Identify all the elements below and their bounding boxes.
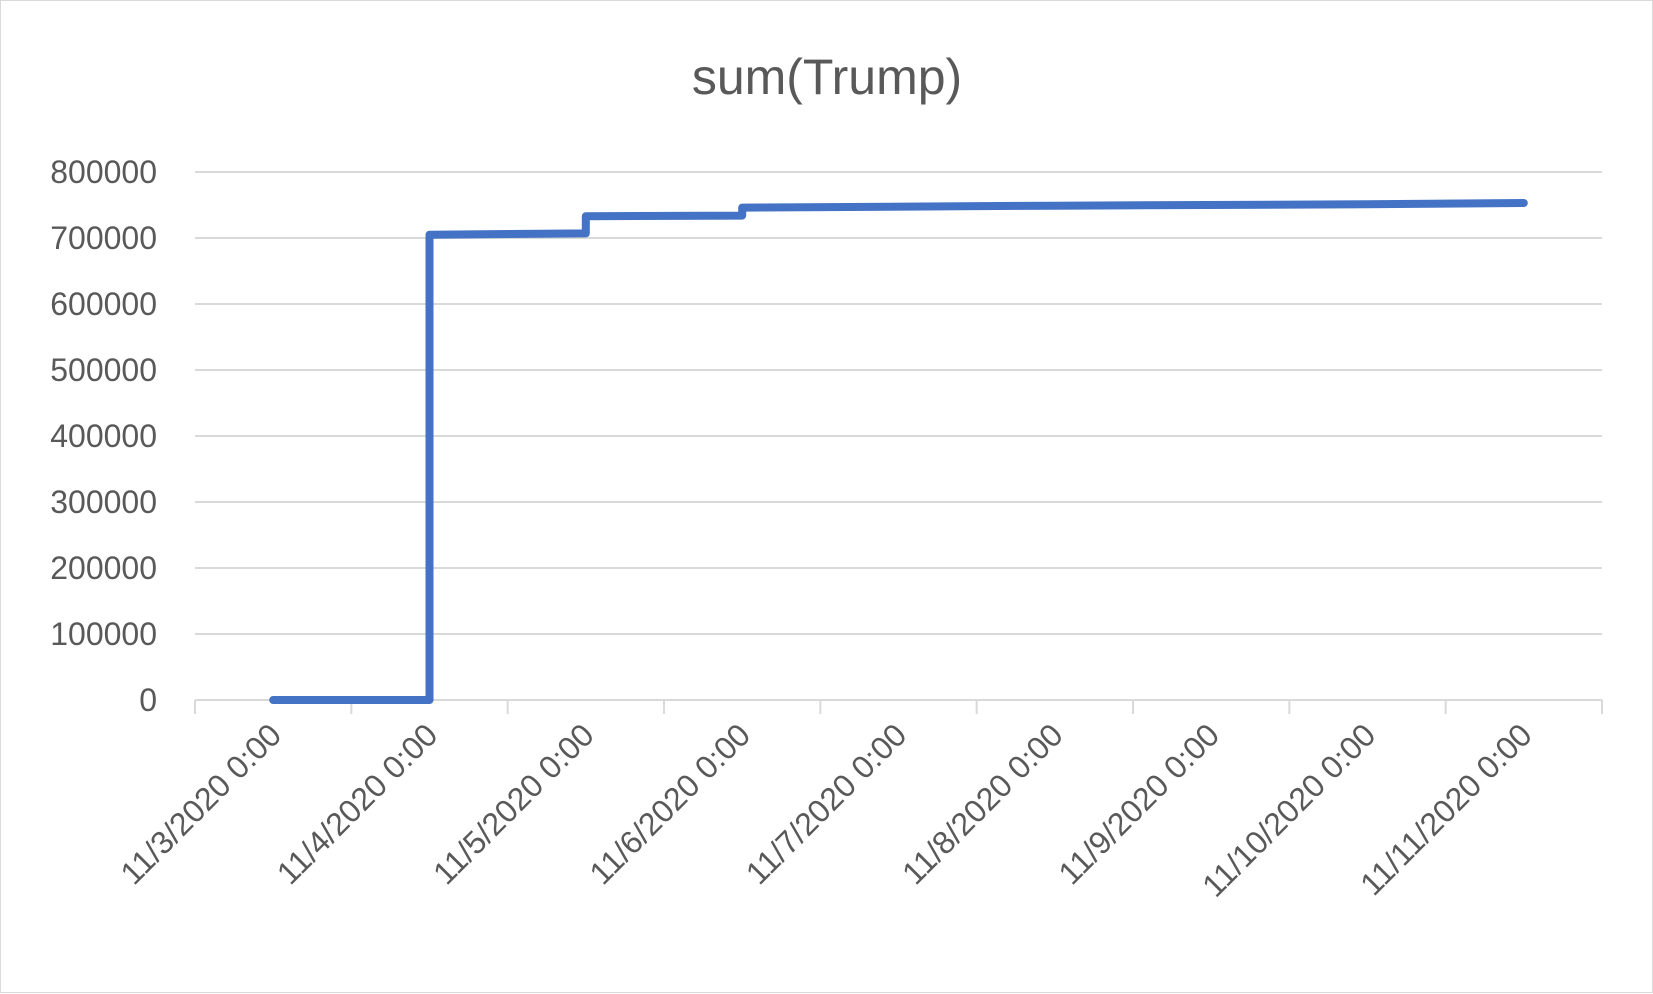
- y-tick-label: 300000: [50, 484, 157, 520]
- y-tick-label: 0: [139, 682, 157, 718]
- chart-title: sum(Trump): [692, 49, 962, 105]
- y-tick-label: 800000: [50, 154, 157, 190]
- x-tick-label: 11/9/2020 0:00: [1051, 716, 1226, 891]
- data-point: [741, 215, 743, 217]
- y-tick-label: 100000: [50, 616, 157, 652]
- data-point: [1054, 205, 1056, 207]
- data-point: [585, 232, 587, 234]
- x-tick-label: 11/8/2020 0:00: [895, 716, 1070, 891]
- gridlines: [195, 171, 1602, 635]
- x-tick-label: 11/11/2020 0:00: [1353, 716, 1539, 902]
- series-layer: [269, 199, 1528, 704]
- y-tick-label: 200000: [50, 550, 157, 586]
- data-point: [272, 699, 274, 701]
- x-tick-label: 11/4/2020 0:00: [270, 716, 445, 891]
- x-tick-label: 11/5/2020 0:00: [426, 716, 601, 891]
- y-tick-label: 500000: [50, 352, 157, 388]
- y-tick-label: 700000: [50, 220, 157, 256]
- x-tick-label: 11/6/2020 0:00: [582, 716, 757, 891]
- y-axis-tick-labels: 0 100000 200000 300000 400000 500000 600000 700…: [50, 154, 157, 718]
- data-point: [585, 215, 587, 217]
- y-tick-label: 600000: [50, 286, 157, 322]
- x-tick-label: 11/7/2020 0:00: [739, 716, 914, 891]
- series-line: [269, 199, 1528, 704]
- y-tick-label: 400000: [50, 418, 157, 454]
- data-point: [741, 207, 743, 209]
- data-point: [1523, 202, 1525, 204]
- x-tick-label: 11/3/2020 0:00: [113, 716, 288, 891]
- data-point: [429, 234, 430, 236]
- data-point: [429, 699, 430, 701]
- data-point: [1367, 203, 1368, 205]
